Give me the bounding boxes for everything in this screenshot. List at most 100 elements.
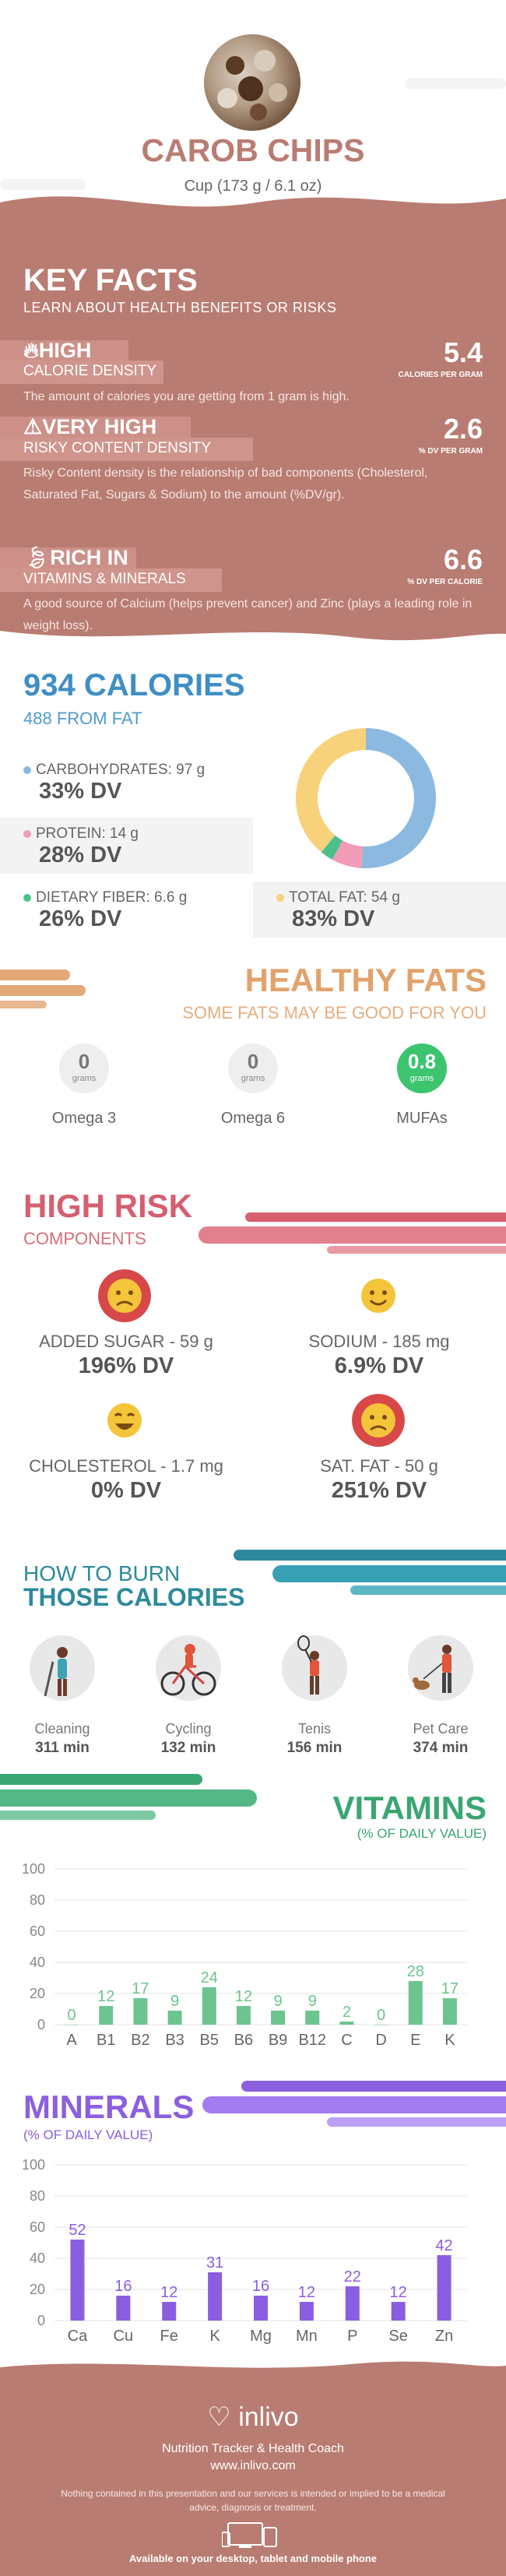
cleaning-icon — [30, 1635, 95, 1701]
omega6-name: Omega 6 — [220, 1110, 286, 1127]
bar-value-label: 22 — [344, 2268, 361, 2286]
fact-label-band — [0, 547, 136, 569]
fact-risky-content-desc: Risky Content density is the relationshi… — [23, 466, 428, 501]
cholesterol-name: CHOLESTEROL - 1.7 mg — [29, 1456, 223, 1476]
fact-calorie-density-sub: CALORIE DENSITY — [23, 363, 157, 379]
mufas-circle: 0.8 grams — [397, 1043, 447, 1093]
y-tick-label: 80 — [30, 2188, 45, 2204]
carbohydrates-label: CARBOHYDRATES: 97 g — [23, 762, 205, 779]
tennis-minutes: 156 min — [286, 1740, 343, 1756]
burn-title-line1: HOW TO BURN — [23, 1561, 181, 1585]
vitamins-bar-chart: 0204060801000A12B117B29B324B512B69B99B12… — [22, 1861, 467, 2049]
x-tick-label: Mg — [250, 2328, 272, 2345]
donut-slice-dietary-fiber — [321, 835, 343, 860]
bar-value-label: 12 — [235, 1988, 252, 2005]
protein-dv: 28% DV — [39, 843, 122, 867]
x-tick-label: D — [375, 2032, 386, 2049]
healthy-fats-title: HEALTHY FATS — [244, 962, 487, 998]
deco-bar — [199, 1226, 506, 1244]
sad-face-icon — [352, 1394, 405, 1447]
bar-Mn — [299, 2302, 314, 2321]
brand-url[interactable]: www.inlivo.com — [210, 2459, 296, 2472]
omega6-unit: grams — [241, 1074, 265, 1083]
bar-value-label: 9 — [170, 1993, 179, 2010]
bar-E — [408, 1981, 423, 2025]
deco-bar — [0, 1001, 47, 1008]
disclaimer: Nothing contained in this presentation a… — [61, 2488, 445, 2513]
bar-Mg — [254, 2296, 268, 2321]
bar-Fe — [162, 2302, 177, 2321]
deco-bar — [405, 78, 506, 89]
y-tick-label: 60 — [30, 2219, 45, 2235]
sodium-dv: 6.9% DV — [334, 1353, 424, 1378]
y-tick-label: 20 — [30, 2282, 45, 2297]
calories-title: 934 CALORIES — [23, 668, 245, 702]
bar-Ca — [70, 2240, 85, 2321]
fact-risky-content-sub: RISKY CONTENT DENSITY — [23, 440, 212, 456]
bar-K — [442, 1998, 457, 2025]
omega3-value: 0 — [78, 1050, 90, 1073]
key-facts-section: KEY FACTS LEARN ABOUT HEALTH BENEFITS OR… — [0, 226, 506, 646]
happy-face-icon — [352, 1269, 405, 1322]
protein-dot — [23, 829, 31, 838]
bar-value-label: 0 — [68, 2007, 76, 2024]
footer-wave — [0, 2361, 506, 2375]
deco-bar — [0, 179, 86, 190]
bar-C — [339, 2022, 354, 2025]
bar-value-label: 16 — [114, 2278, 132, 2295]
bar-value-label: 9 — [308, 1993, 317, 2010]
bar-value-label: 24 — [201, 1969, 218, 1987]
omega3-name: Omega 3 — [51, 1110, 117, 1127]
x-tick-label: A — [66, 2032, 77, 2049]
devices-icon — [222, 2522, 277, 2548]
total-fat-dot — [276, 893, 284, 902]
pet-care-name: Pet Care — [413, 1721, 469, 1737]
vitamins-subtitle: (% OF DAILY VALUE) — [357, 1826, 487, 1841]
deco-bar — [0, 985, 86, 996]
bar-B2 — [133, 1998, 148, 2025]
mufas-name: MUFAs — [396, 1110, 448, 1127]
deco-bar — [350, 1585, 506, 1595]
omega6-circle: 0 grams — [228, 1043, 278, 1093]
fiber-dv: 26% DV — [39, 906, 122, 931]
omega6-value: 0 — [247, 1050, 259, 1073]
deco-bar — [0, 1789, 257, 1807]
x-tick-label: Fe — [160, 2328, 178, 2345]
y-tick-label: 40 — [30, 1955, 45, 1970]
deco-bar — [272, 1565, 506, 1582]
fiber-dot — [23, 893, 31, 902]
bar-Se — [391, 2302, 406, 2321]
bar-K — [208, 2272, 223, 2321]
deco-bar — [0, 1811, 156, 1820]
fact-label-band — [0, 340, 128, 362]
y-tick-label: 0 — [37, 2017, 45, 2032]
x-tick-label: E — [410, 2032, 420, 2049]
carob-chips-image — [217, 50, 287, 121]
key-facts-wave — [0, 631, 506, 646]
brand-tagline: Nutrition Tracker & Health Coach — [162, 2442, 344, 2455]
key-facts-title: KEY FACTS — [23, 263, 198, 297]
y-tick-label: 100 — [22, 2157, 45, 2173]
fact-calorie-density-value: 5.4 — [443, 336, 483, 368]
added-sugar-dv: 196% DV — [78, 1353, 174, 1378]
food-title: CAROB CHIPS — [141, 132, 365, 168]
omega3-unit: grams — [72, 1074, 97, 1083]
bar-value-label: 42 — [435, 2237, 452, 2254]
bar-value-label: 12 — [97, 1988, 114, 2005]
deco-bar — [202, 2096, 506, 2113]
high-risk-subtitle: COMPONENTS — [23, 1229, 146, 1248]
x-tick-label: Cu — [114, 2328, 134, 2345]
fact-sub-band — [0, 361, 163, 384]
leaf-icon: 🍃︎ — [23, 546, 51, 569]
x-tick-label: C — [341, 2032, 352, 2049]
x-tick-label: B2 — [131, 2032, 149, 2049]
vitamins-title: VITAMINS — [332, 1789, 487, 1826]
added-sugar-name: ADDED SUGAR - 59 g — [39, 1332, 213, 1351]
bar-B1 — [99, 2006, 114, 2025]
sodium-name: SODIUM - 185 mg — [308, 1332, 450, 1351]
x-tick-label: B9 — [269, 2032, 287, 2049]
bar-value-label: 28 — [407, 1963, 424, 1980]
fact-vitamins-unit: % DV PER CALORIE — [407, 578, 483, 586]
bar-value-label: 52 — [69, 2222, 86, 2239]
fact-vitamins-label: 🍃︎RICH IN — [23, 546, 128, 569]
